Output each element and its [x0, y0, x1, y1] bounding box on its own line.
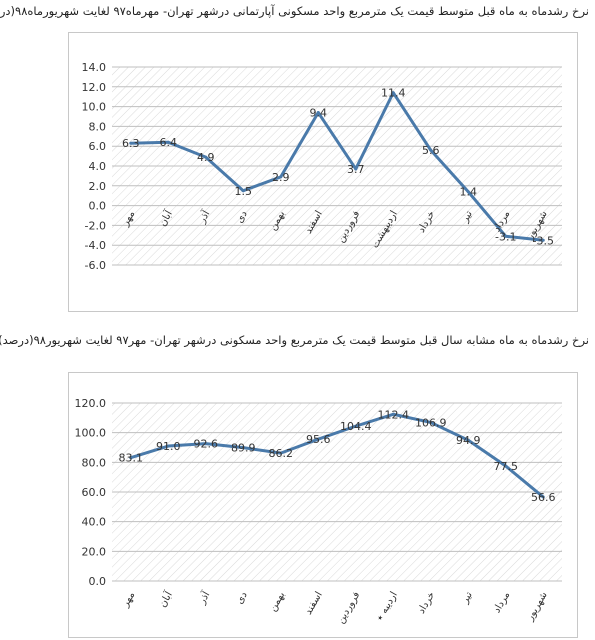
chart2-y-tick-label: 100.0: [75, 427, 107, 440]
chart1-data-label: 9.4: [310, 107, 328, 120]
chart1-point: [316, 111, 320, 115]
chart1-y-tick-label: 12.0: [82, 81, 107, 94]
chart2-x-tick-label: شهریور: [524, 590, 550, 623]
chart2-x-tick-label: تیر: [459, 590, 475, 606]
chart2-y-tick-label: 40.0: [82, 516, 107, 529]
chart1-data-label: 11.4: [381, 87, 406, 100]
chart2-point: [504, 464, 508, 468]
chart2-data-label: 77.5: [494, 460, 519, 473]
chart1-x-tick-label: دی: [234, 209, 250, 225]
chart1-data-label: 2.9: [272, 171, 290, 184]
chart2-x-tick-label: دی: [234, 590, 250, 606]
chart1-point: [354, 167, 358, 171]
chart1-data-label: 5.6: [422, 144, 440, 157]
chart2-y-tick-label: 120.0: [75, 397, 107, 410]
chart2-y-tick-label: 60.0: [82, 486, 107, 499]
chart2-point: [429, 420, 433, 424]
chart2-x-tick-label: مهر: [120, 590, 138, 610]
chart1-point: [504, 234, 508, 238]
chart1-y-tick-label: 8.0: [89, 120, 107, 133]
chart2-series-line: [130, 412, 545, 499]
chart2-y-tick-label: 20.0: [82, 545, 107, 558]
chart2-point: [279, 451, 283, 455]
chart1-data-label: 6.4: [160, 136, 178, 149]
chart2-x-tick-label: اسفند: [303, 590, 325, 617]
chart1-y-tick-label: 2.0: [89, 180, 107, 193]
chart1-point: [541, 238, 545, 242]
chart2-point: [241, 446, 245, 450]
chart2-data-label: 104.4: [340, 420, 372, 433]
chart1-y-tick-label: -6.0: [85, 259, 106, 272]
chart1-data-label: 4.9: [197, 151, 215, 164]
chart1-point: [429, 148, 433, 152]
chart1-y-tick-label: -2.0: [85, 219, 106, 232]
chart1-point: [166, 140, 170, 144]
chart1-point: [466, 190, 470, 194]
chart2-x-tick-label: آبان: [156, 588, 176, 609]
chart1-data-label: 1.4: [460, 186, 478, 199]
chart2-x-tick-label: فروردین: [335, 590, 362, 626]
chart2-point: [466, 438, 470, 442]
chart2-data-label: 86.2: [269, 447, 294, 460]
chart2-point: [391, 412, 395, 416]
chart2-x-tick-label: مرداد: [492, 590, 513, 615]
chart2-data-label: 89.9: [231, 442, 256, 455]
chart2-x-tick-label: خرداد: [416, 590, 437, 616]
chart1-title: نرخ رشدماه به ماه قبل متوسط قیمت یک مترم…: [0, 4, 589, 18]
chart2-point: [166, 444, 170, 448]
chart2-data-label: 92.6: [194, 438, 219, 451]
chart2-data-label: 112.4: [378, 408, 410, 421]
chart1-y-tick-label: 14.0: [82, 61, 107, 74]
chart1-y-tick-label: 4.0: [89, 160, 107, 173]
chart2-point: [354, 424, 358, 428]
chart2-y-tick-label: 80.0: [82, 456, 107, 469]
chart1-y-tick-label: -4.0: [85, 239, 106, 252]
chart1-y-tick-label: 10.0: [82, 101, 107, 114]
chart2-x-tick-label: اردیبه ٭: [374, 590, 399, 623]
chart1-data-label: -3.5: [533, 234, 554, 247]
chart1-point: [279, 175, 283, 179]
chart2-point: [541, 495, 545, 499]
chart2-data-label: 94.9: [456, 434, 481, 447]
chart2-title: نرخ رشدماه به ماه مشابه سال قبل متوسط قی…: [0, 333, 589, 347]
chart1-y-tick-label: 6.0: [89, 140, 107, 153]
chart1-y-tick-label: 0.0: [89, 200, 107, 213]
chart1-point: [129, 141, 133, 145]
chart1-data-label: 3.7: [347, 163, 365, 176]
chart1: 14.0 12.0 10.0 8.0 6.0 4.0 2.0 0.0 -2.0 -4.0 -6.0 6…: [82, 61, 562, 272]
chart1-data-label: 1.5: [235, 185, 253, 198]
chart2-x-tick-label: بهمن: [267, 590, 287, 614]
chart2-point: [204, 442, 208, 446]
chart2-y-tick-label: 0.0: [89, 575, 107, 588]
chart2-x-tick-label: آذر: [195, 588, 213, 607]
chart1-x-tick-label: تیر: [459, 209, 475, 225]
chart2-data-label: 95.6: [306, 433, 331, 446]
chart2-data-label: 91.0: [156, 440, 181, 453]
chart1-point: [391, 91, 395, 95]
chart1-data-label: -3.1: [495, 230, 516, 243]
chart2-point: [129, 456, 133, 460]
chart2-data-label: 106.9: [415, 416, 447, 429]
chart2-data-label: 83.1: [119, 452, 144, 465]
chart1-series-line: [130, 91, 544, 242]
chart2-point: [316, 437, 320, 441]
chart2-data-label: 56.6: [531, 491, 556, 504]
chart2: 120.0 100.0 80.0 60.0 40.0 20.0 0.0 83.1 91.0 92.…: [75, 397, 562, 626]
chart1-point: [241, 189, 245, 193]
chart1-data-label: 6.3: [122, 137, 140, 150]
chart1-point: [204, 155, 208, 159]
